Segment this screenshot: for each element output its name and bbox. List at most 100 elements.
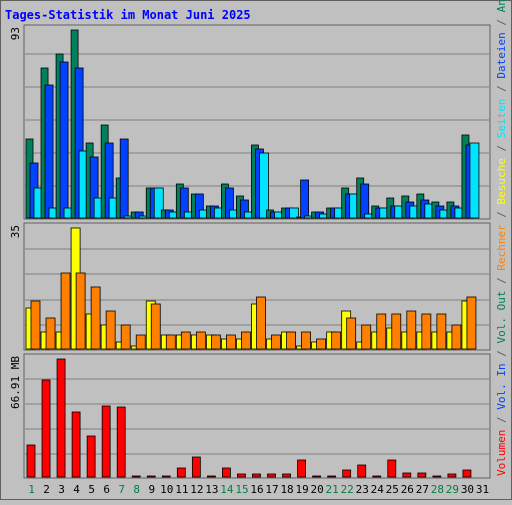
ymax-label-visits: 35 [9, 225, 22, 238]
bar-visits-rechner-day-23 [361, 324, 372, 350]
legend-entry-3: / [495, 344, 508, 364]
bar-volume-volumen-day-3 [56, 358, 66, 478]
bar-visits-rechner-day-9 [150, 303, 161, 350]
x-tick-label-21: 21 [326, 483, 339, 496]
x-tick-label-9: 9 [148, 483, 155, 496]
x-tick-label-11: 11 [175, 483, 188, 496]
bar-volume-volumen-day-10 [161, 475, 171, 478]
bar-visits-rechner-day-6 [105, 310, 116, 350]
legend-entry-14: Anfragen [495, 0, 508, 12]
bar-volume-volumen-day-25 [387, 459, 397, 478]
bar-volume-volumen-day-21 [327, 475, 337, 478]
legend-entry-13: / [495, 12, 508, 32]
x-tick-label-15: 15 [235, 483, 248, 496]
bar-visits-rechner-day-25 [391, 313, 402, 350]
bar-volume-volumen-day-18 [282, 473, 291, 478]
x-tick-label-12: 12 [190, 483, 203, 496]
legend-entry-1: / [495, 410, 508, 430]
bar-volume-volumen-day-24 [372, 475, 382, 478]
legend-entry-6: Rechner [495, 224, 508, 271]
bar-volume-volumen-day-14 [222, 467, 231, 478]
bar-volume-volumen-day-1 [26, 444, 36, 478]
bar-visits-rechner-day-28 [436, 313, 447, 350]
x-tick-label-24: 24 [371, 483, 385, 496]
bar-visits-rechner-day-18 [286, 331, 296, 350]
bar-volume-volumen-day-6 [101, 405, 111, 478]
bar-visits-rechner-day-13 [210, 334, 221, 350]
panel-volume [23, 353, 491, 479]
bar-volume-volumen-day-23 [357, 464, 367, 478]
x-tick-label-27: 27 [416, 483, 429, 496]
legend-entry-10: Seiten [495, 98, 508, 138]
bar-visits-rechner-day-19 [301, 331, 311, 350]
right-legend: Volumen / Vol. In / Vol. Out / Rechner /… [495, 0, 508, 476]
bar-volume-volumen-day-16 [252, 473, 261, 478]
legend-entry-0: Volumen [495, 430, 508, 476]
bar-volume-volumen-day-13 [206, 475, 216, 478]
legend-entry-7: / [495, 204, 508, 224]
bar-hits-seiten-day-30 [469, 142, 480, 219]
bar-volume-volumen-day-2 [41, 379, 51, 478]
bar-hits-seiten-day-18 [289, 207, 299, 219]
x-tick-label-30: 30 [461, 483, 474, 496]
bar-hits-dateien-day-23 [360, 183, 370, 219]
bar-hits-dateien-day-2 [44, 84, 54, 219]
bar-hits-seiten-day-9 [153, 187, 164, 219]
bar-visits-rechner-day-14 [226, 334, 236, 350]
bar-volume-volumen-day-11 [176, 467, 186, 478]
x-tick-label-14: 14 [220, 483, 234, 496]
bar-visits-rechner-day-29 [451, 324, 462, 350]
legend-entry-8: Besuche [495, 158, 508, 204]
bar-visits-rechner-day-15 [241, 331, 251, 350]
bar-volume-volumen-day-29 [447, 473, 457, 478]
bar-volume-volumen-day-28 [432, 475, 442, 478]
bar-visits-rechner-day-12 [195, 331, 206, 350]
x-tick-label-23: 23 [356, 483, 369, 496]
x-tick-label-1: 1 [28, 483, 35, 496]
bar-hits-seiten-day-16 [259, 152, 269, 219]
x-tick-label-19: 19 [295, 483, 308, 496]
x-tick-label-10: 10 [160, 483, 173, 496]
chart-title: Tages-Statistik im Monat Juni 2025 [5, 8, 251, 22]
legend-entry-5: / [495, 271, 508, 291]
bar-visits-rechner-day-30 [466, 296, 477, 350]
bar-volume-volumen-day-12 [191, 456, 201, 478]
bar-volume-volumen-day-5 [86, 435, 96, 478]
bar-visits-rechner-day-10 [165, 334, 176, 350]
bar-visits-rechner-day-21 [331, 331, 342, 350]
legend-entry-11: / [495, 79, 508, 99]
x-tick-label-31: 31 [476, 483, 489, 496]
x-tick-label-26: 26 [401, 483, 414, 496]
x-tick-label-7: 7 [118, 483, 125, 496]
x-tick-label-13: 13 [205, 483, 218, 496]
bar-visits-rechner-day-5 [90, 286, 101, 350]
bar-volume-volumen-day-27 [417, 472, 427, 478]
bar-visits-rechner-day-7 [120, 324, 131, 350]
bar-visits-rechner-day-26 [406, 310, 417, 350]
legend-entry-12: Dateien [495, 32, 508, 78]
bar-volume-volumen-day-8 [131, 475, 141, 478]
bar-visits-rechner-day-3 [60, 272, 71, 350]
x-tick-label-29: 29 [446, 483, 459, 496]
ymax-label-hits: 93 [9, 27, 22, 40]
bar-volume-volumen-day-30 [462, 469, 472, 478]
bar-visits-rechner-day-17 [271, 334, 281, 350]
bar-volume-volumen-day-17 [267, 473, 276, 478]
bar-volume-volumen-day-20 [312, 475, 322, 478]
bar-visits-rechner-day-16 [256, 296, 266, 350]
bar-volume-volumen-day-7 [116, 406, 126, 478]
bar-visits-rechner-day-2 [45, 317, 56, 350]
bar-visits-rechner-day-4 [75, 272, 86, 350]
x-tick-label-25: 25 [386, 483, 399, 496]
bar-hits-dateien-day-3 [59, 61, 69, 219]
x-tick-label-22: 22 [341, 483, 354, 496]
bar-volume-volumen-day-19 [297, 459, 306, 478]
x-tick-label-5: 5 [88, 483, 95, 496]
x-tick-label-6: 6 [103, 483, 110, 496]
x-tick-label-16: 16 [250, 483, 263, 496]
bar-visits-rechner-day-11 [180, 331, 191, 350]
bar-volume-volumen-day-9 [146, 475, 156, 478]
bar-hits-dateien-day-19 [300, 179, 309, 219]
